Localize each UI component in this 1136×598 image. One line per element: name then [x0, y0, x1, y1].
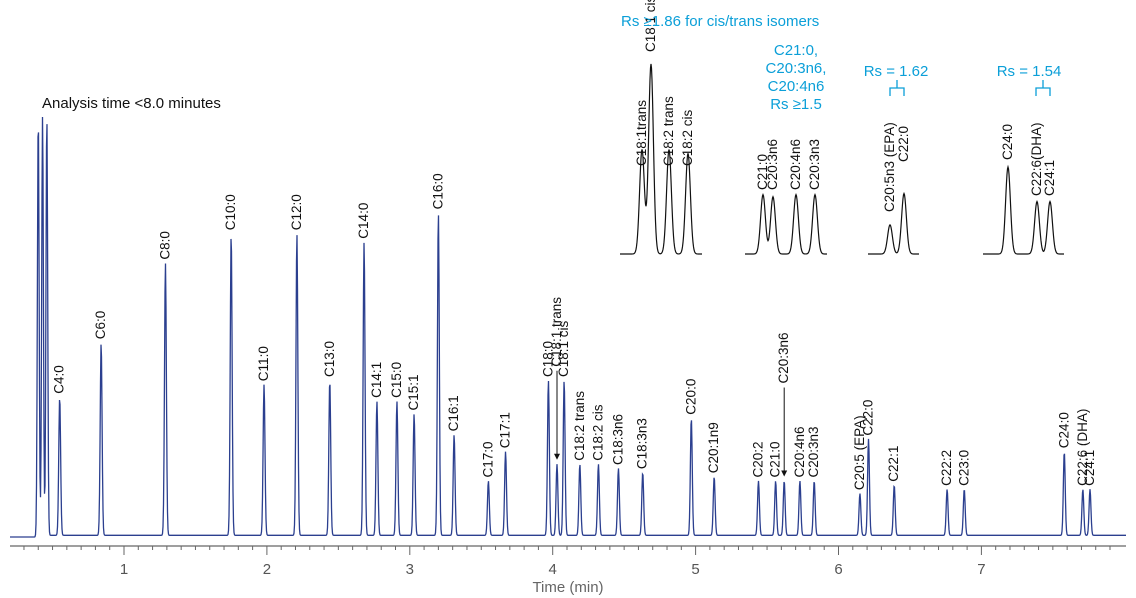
- peak-label-c15-1: C15:1: [406, 374, 421, 410]
- peak-label-c22-0: C22:0: [861, 400, 876, 436]
- x-tick-label: 1: [120, 561, 128, 578]
- inset-2-title-line: C20:4n6: [768, 78, 825, 95]
- peak-label-c18-3n6: C18:3n6: [610, 414, 625, 465]
- peak-label-c14-0: C14:0: [356, 203, 371, 239]
- inset-2-title-line: C21:0,: [774, 42, 818, 59]
- inset-peak-label-c22-0: C22:0: [896, 126, 911, 162]
- arrowhead-c20-3n6: [781, 470, 788, 477]
- peak-label-c20-0: C20:0: [683, 379, 698, 415]
- inset-2-title-line: Rs ≥1.5: [770, 96, 822, 113]
- inset-peak-label-c22-6-dha: C22:6(DHA): [1029, 122, 1044, 196]
- inset-peak-label-c18-1trans: C18:1trans: [634, 100, 649, 166]
- peak-label-c20-2: C20:2: [751, 441, 766, 477]
- peak-label-c18-1-cis: C18:1 cis: [556, 320, 571, 377]
- inset-3-bracket: [889, 80, 905, 96]
- peak-label-c4-0: C4:0: [52, 365, 67, 394]
- inset-peak-label-c18-2-cis: C18:2 cis: [680, 109, 695, 166]
- x-axis-label: Time (min): [532, 579, 603, 596]
- peak-label-c15-0: C15:0: [389, 362, 404, 398]
- inset-peak-label-c18-2-trans: C18:2 trans: [661, 96, 676, 166]
- inset-peak-label-c21-0: C21:0: [755, 154, 770, 190]
- x-tick-label: 7: [977, 561, 985, 578]
- peak-label-c20-5-epa: C20:5 (EPA): [852, 415, 867, 490]
- inset-peak-label-c20-3n6: C20:3n6: [765, 139, 780, 190]
- peak-label-c13-0: C13:0: [322, 341, 337, 377]
- inset-trace: [620, 63, 702, 255]
- inset-peak-label-c20-3n3: C20:3n3: [807, 139, 822, 190]
- peak-label-c20-3n3: C20:3n3: [806, 426, 821, 477]
- peak-label-c18-3n3: C18:3n3: [635, 418, 650, 469]
- inset-trace: [868, 191, 919, 255]
- main-chromatogram: C4:0 C6:0 C8:0 C10:0 C11:0 C12:0 C13:0 C14:0 C14…: [10, 116, 1126, 538]
- inset-peak-label-c18-1-cis: C18:1 cis: [643, 0, 658, 52]
- peak-label-c18-1-trans: C18:1 trans: [549, 297, 564, 367]
- inset-peak-label-c24-0: C24:0: [1000, 124, 1015, 160]
- peak-label-c18-2-cis: C18:2 cis: [590, 404, 605, 461]
- peak-label-c17-0: C17:0: [480, 441, 495, 477]
- x-tick-label: 2: [263, 561, 271, 578]
- arrowhead-c18-1-trans: [553, 453, 560, 460]
- peak-label-c23-0: C23:0: [956, 450, 971, 486]
- inset-2-title-line: C20:3n6,: [766, 60, 827, 77]
- peak-label-c16-1: C16:1: [446, 395, 461, 431]
- x-tick-label: 4: [549, 561, 557, 578]
- peak-label-c22-2: C22:2: [939, 450, 954, 486]
- peak-label-c8-0: C8:0: [157, 231, 172, 260]
- inset-1-title: Rs ≥1.86 for cis/trans isomers: [621, 13, 819, 30]
- inset-1: C18:1trans C18:1 cis C18:2 trans C18:2 cis: [620, 0, 702, 255]
- x-tick-label: 6: [834, 561, 842, 578]
- annotation-analysis-time: Analysis time <8.0 minutes: [42, 95, 221, 112]
- x-tick-label: 5: [691, 561, 699, 578]
- peak-label-c18-2-trans: C18:2 trans: [572, 391, 587, 461]
- peak-label-c6-0: C6:0: [93, 311, 108, 340]
- peak-label-c24-0: C24:0: [1056, 412, 1071, 448]
- inset-3: C20:5n3 (EPA) C22:0: [868, 122, 919, 255]
- peak-label-c12-0: C12:0: [289, 194, 304, 230]
- peak-label-c14-1: C14:1: [369, 362, 384, 398]
- inset-4-title: Rs = 1.54: [997, 63, 1062, 80]
- x-axis: 1 2 3 4 5 6 7: [10, 545, 1126, 578]
- inset-trace: [745, 192, 827, 255]
- inset-peak-label-c20-4n6: C20:4n6: [788, 139, 803, 190]
- inset-4: C24:0 C22:6(DHA)C24:1: [983, 122, 1064, 255]
- inset-4-bracket: [1035, 80, 1051, 96]
- peak-label-c22-1: C22:1: [886, 446, 901, 482]
- peak-label-c10-0: C10:0: [223, 194, 238, 230]
- inset-trace: [983, 164, 1064, 255]
- peak-label-c20-3n6: C20:3n6: [776, 332, 791, 383]
- inset-3-title: Rs = 1.62: [864, 63, 929, 80]
- peak-label-c24-1: C24:1: [1082, 450, 1097, 486]
- chromatogram-trace: [10, 116, 1126, 538]
- x-tick-label: 3: [406, 561, 414, 578]
- peak-label-c21-0: C21:0: [768, 441, 783, 477]
- peak-label-c20-1n9: C20:1n9: [706, 422, 721, 473]
- peak-label-c17-1: C17:1: [498, 412, 513, 448]
- peak-label-c11-0: C11:0: [256, 346, 271, 381]
- peak-label-c22-6-dha: C22:6 (DHA): [1075, 409, 1090, 486]
- peak-label-c18-0: C18:0: [540, 341, 555, 377]
- peak-label-c16-0: C16:0: [430, 173, 445, 209]
- peak-label-c20-4n6: C20:4n6: [792, 426, 807, 477]
- inset-peak-label-c24-1: C24:1: [1042, 160, 1057, 196]
- inset-peak-label-c20-5n3-epa: C20:5n3 (EPA): [882, 122, 897, 212]
